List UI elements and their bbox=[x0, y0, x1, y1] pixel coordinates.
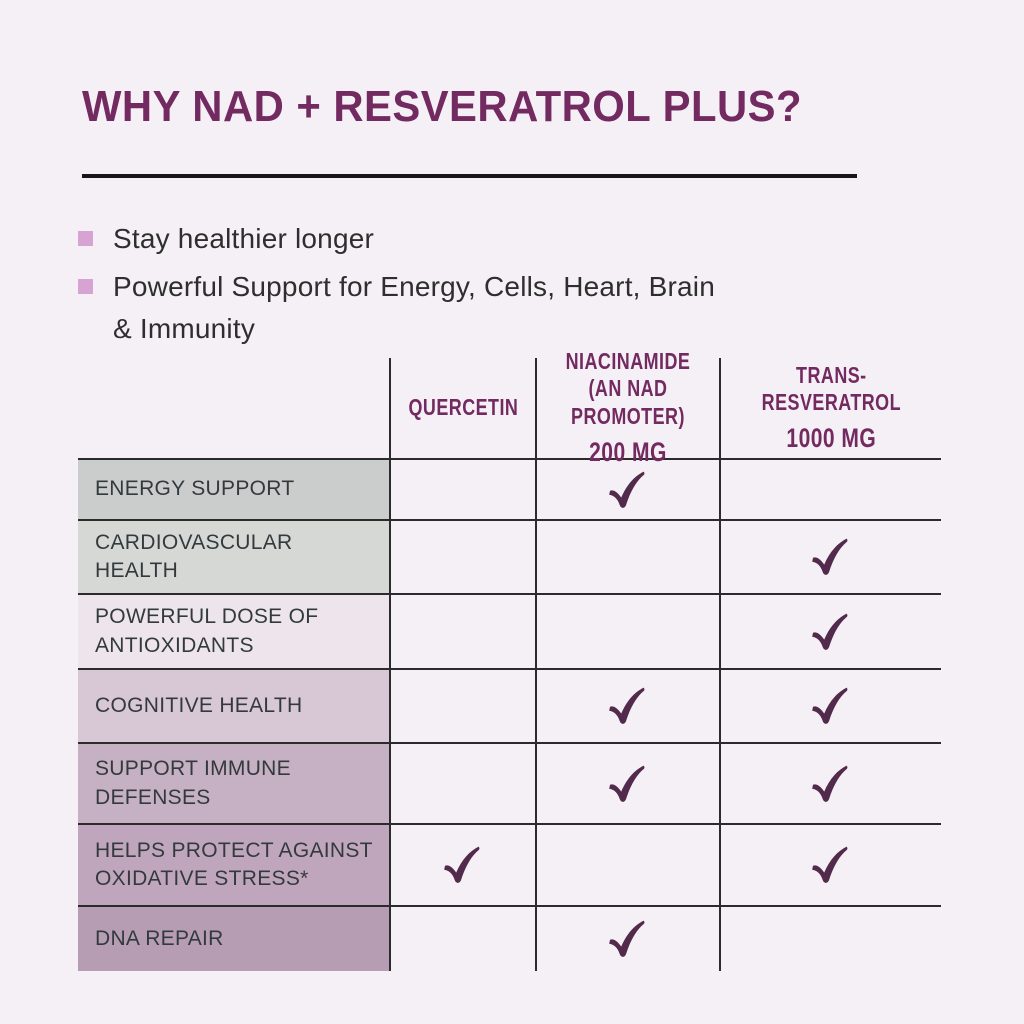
check-icon bbox=[444, 846, 480, 883]
check-cell-empty bbox=[535, 519, 719, 593]
row-label: POWERFUL DOSE OF ANTIOXIDANTS bbox=[95, 605, 319, 657]
column-name: NIACINAMIDE (AN NAD PROMOTER) bbox=[565, 348, 691, 429]
check-cell-empty bbox=[535, 823, 719, 905]
benefits-list: Stay healthier longer Powerful Support f… bbox=[78, 218, 858, 356]
row-label-cell: COGNITIVE HEALTH bbox=[78, 668, 389, 742]
list-item: Powerful Support for Energy, Cells, Hear… bbox=[78, 266, 858, 349]
check-cell-empty bbox=[389, 519, 535, 593]
check-cell-checked bbox=[719, 742, 941, 823]
row-label: SUPPORT IMMUNE DEFENSES bbox=[95, 757, 291, 809]
comparison-table: QUERCETIN NIACINAMIDE (AN NAD PROMOTER) … bbox=[78, 348, 941, 971]
row-label-cell: SUPPORT IMMUNE DEFENSES bbox=[78, 742, 389, 823]
check-cell-checked bbox=[535, 742, 719, 823]
benefit-text: Powerful Support for Energy, Cells, Hear… bbox=[113, 271, 716, 344]
check-icon bbox=[812, 613, 848, 650]
check-icon bbox=[812, 538, 848, 575]
column-dose: 200 MG bbox=[589, 436, 667, 467]
column-dose: 1000 MG bbox=[786, 423, 876, 454]
row-label-cell: HELPS PROTECT AGAINST OXIDATIVE STRESS* bbox=[78, 823, 389, 905]
column-header-quercetin: QUERCETIN bbox=[389, 358, 535, 458]
row-label: CARDIOVASCULAR HEALTH bbox=[95, 530, 293, 582]
check-cell-checked bbox=[719, 823, 941, 905]
list-item: Stay healthier longer bbox=[78, 218, 858, 259]
column-name: TRANS- RESVERATROL bbox=[761, 361, 901, 415]
check-icon bbox=[812, 846, 848, 883]
check-icon bbox=[609, 765, 645, 802]
row-label: HELPS PROTECT AGAINST OXIDATIVE STRESS* bbox=[95, 838, 373, 890]
row-label: ENERGY SUPPORT bbox=[95, 477, 295, 501]
check-icon bbox=[812, 765, 848, 802]
check-cell-empty bbox=[719, 905, 941, 971]
check-icon bbox=[609, 920, 645, 957]
check-cell-checked bbox=[719, 519, 941, 593]
square-bullet-icon bbox=[78, 231, 93, 246]
check-cell-checked bbox=[535, 905, 719, 971]
check-cell-empty bbox=[389, 593, 535, 668]
check-cell-checked bbox=[535, 668, 719, 742]
check-cell-empty bbox=[389, 905, 535, 971]
check-cell-checked bbox=[719, 593, 941, 668]
check-cell-empty bbox=[719, 458, 941, 519]
column-header-trans-resveratrol: TRANS- RESVERATROL 1000 MG bbox=[719, 358, 941, 458]
check-cell-checked bbox=[389, 823, 535, 905]
row-label-cell: CARDIOVASCULAR HEALTH bbox=[78, 519, 389, 593]
check-cell-checked bbox=[535, 458, 719, 519]
check-icon bbox=[609, 471, 645, 508]
check-cell-checked bbox=[719, 668, 941, 742]
check-icon bbox=[812, 687, 848, 724]
check-cell-empty bbox=[389, 668, 535, 742]
square-bullet-icon bbox=[78, 279, 93, 295]
column-name: QUERCETIN bbox=[408, 394, 518, 421]
benefit-text: Stay healthier longer bbox=[113, 223, 375, 254]
row-label: COGNITIVE HEALTH bbox=[95, 693, 303, 717]
page-title: WHY NAD + RESVERATROL PLUS? bbox=[82, 82, 803, 131]
row-label: DNA REPAIR bbox=[95, 926, 224, 950]
title-underline bbox=[82, 174, 857, 178]
corner-header-cell bbox=[78, 358, 389, 458]
row-label-cell: POWERFUL DOSE OF ANTIOXIDANTS bbox=[78, 593, 389, 668]
check-cell-empty bbox=[389, 458, 535, 519]
column-header-niacinamide: NIACINAMIDE (AN NAD PROMOTER) 200 MG bbox=[535, 348, 719, 467]
row-label-cell: DNA REPAIR bbox=[78, 905, 389, 971]
check-icon bbox=[609, 687, 645, 724]
row-label-cell: ENERGY SUPPORT bbox=[78, 458, 389, 519]
check-cell-empty bbox=[535, 593, 719, 668]
check-cell-empty bbox=[389, 742, 535, 823]
